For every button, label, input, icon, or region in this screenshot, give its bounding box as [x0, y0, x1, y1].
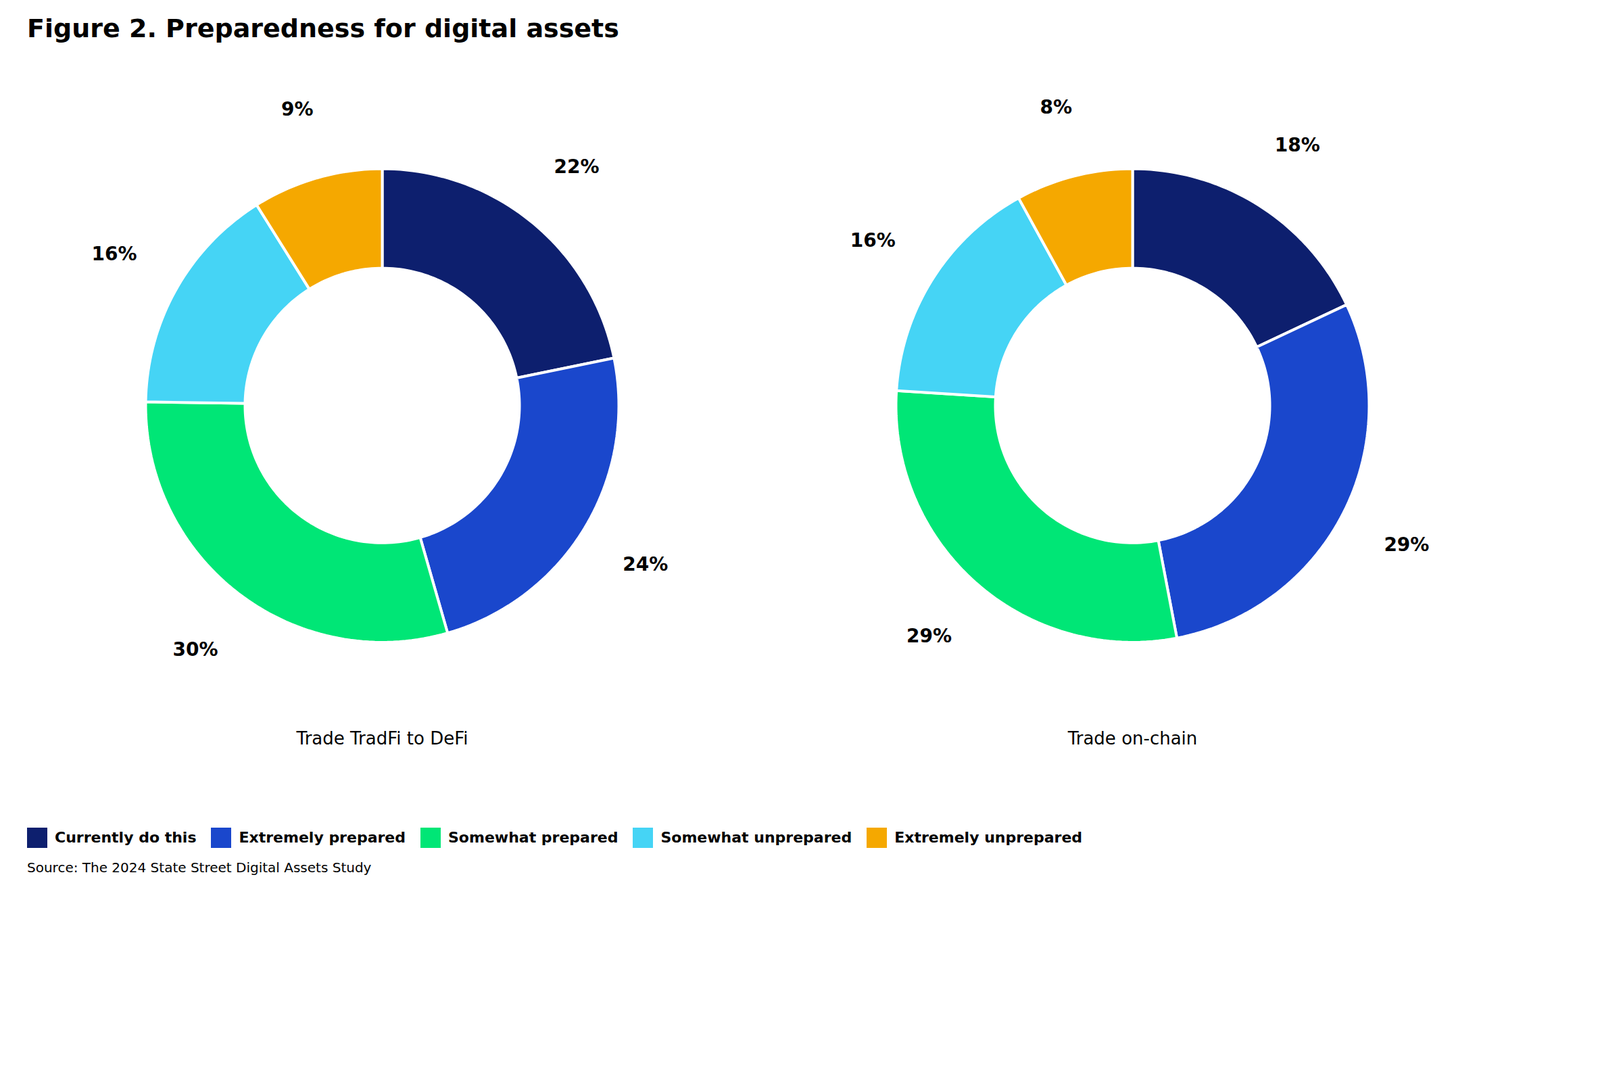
html-text:Source: The 2024 State Street: Source: The 2024 State Street Digital As… — [27, 859, 372, 876]
svg-text:Trade TradFi to DeFi: Trade TradFi to DeFi — [296, 728, 469, 749]
html-text:Figure 2. Preparedness for dig: Figure 2. Preparedness for digital asset… — [27, 13, 620, 44]
html-text:Currently do this: Currently do this — [54, 828, 197, 846]
html-text:Somewhat prepared: Somewhat prepared — [448, 828, 619, 846]
svg-text:Trade on-chain: Trade on-chain — [1067, 728, 1198, 749]
svg-text:30%: 30% — [172, 638, 218, 661]
svg-text:16%: 16% — [850, 229, 896, 252]
html-text:Extremely unprepared: Extremely unprepared — [894, 828, 1083, 846]
svg-text:16%: 16% — [91, 242, 138, 265]
svg-text:22%: 22% — [554, 155, 600, 178]
html-text:Somewhat unprepared: Somewhat unprepared — [660, 828, 852, 846]
svg-text:18%: 18% — [1274, 133, 1321, 157]
svg-text:8%: 8% — [1040, 95, 1073, 119]
svg-text:24%: 24% — [622, 552, 668, 576]
svg-text:29%: 29% — [906, 624, 952, 647]
svg-text:29%: 29% — [1383, 533, 1429, 556]
html-text:Extremely prepared: Extremely prepared — [238, 828, 406, 846]
svg-text:9%: 9% — [281, 98, 314, 121]
